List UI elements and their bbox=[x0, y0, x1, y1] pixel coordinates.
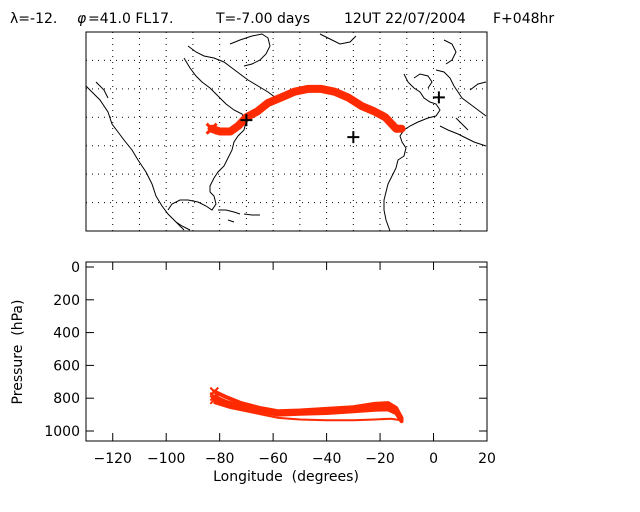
pressure-series-line bbox=[213, 402, 403, 422]
header-forecast: F+048hr bbox=[493, 11, 554, 27]
y-tick-label: 800 bbox=[53, 391, 80, 407]
header-time: T=-7.00 days bbox=[215, 11, 310, 27]
plus-icon bbox=[432, 91, 445, 104]
pressure-panel: −120 −100 −80 −60 −40 −20 0 2002004006008001000… bbox=[10, 260, 496, 485]
x-tick-label: −60 bbox=[258, 451, 288, 467]
header-phi-symbol: φ bbox=[77, 11, 87, 27]
x-tick-label: 0 bbox=[429, 451, 438, 467]
x-tick-label: −80 bbox=[205, 451, 235, 467]
pressure-series-layer bbox=[209, 386, 404, 424]
y-tick-label: 600 bbox=[53, 358, 80, 374]
x-axis-label: Longitude (degrees) bbox=[213, 469, 359, 485]
y-tick-label: 200 bbox=[53, 293, 80, 309]
pressure-series-line bbox=[212, 397, 404, 424]
header-phi: =41.0 FL17. bbox=[88, 11, 173, 27]
trajectory-start-marker bbox=[205, 122, 218, 135]
map-panel bbox=[85, 31, 488, 232]
map-frame bbox=[85, 31, 488, 232]
plus-icon bbox=[347, 131, 360, 144]
y-axis-label: Pressure (hPa) bbox=[10, 300, 26, 405]
y-tick-label: 400 bbox=[53, 326, 80, 342]
x-tick-label: 20 bbox=[478, 451, 496, 467]
map-trajectory-band bbox=[207, 84, 406, 136]
header-lambda: λ=-12. bbox=[10, 11, 57, 27]
x-tick-label: −120 bbox=[94, 451, 132, 467]
coastlines bbox=[85, 33, 487, 232]
y-tick-label: 0 bbox=[71, 260, 80, 276]
series-start-marker bbox=[209, 395, 220, 405]
x-tick-label: −20 bbox=[365, 451, 395, 467]
map-trajectory-layer bbox=[205, 84, 445, 144]
series-start-marker bbox=[209, 391, 220, 402]
map-grid bbox=[86, 32, 487, 231]
x-tick-label: −40 bbox=[312, 451, 342, 467]
plus-icon bbox=[240, 114, 253, 127]
y-tick-label: 1000 bbox=[44, 424, 80, 440]
header-date: 12UT 22/07/2004 bbox=[344, 11, 466, 27]
x-tick-label: −100 bbox=[147, 451, 185, 467]
